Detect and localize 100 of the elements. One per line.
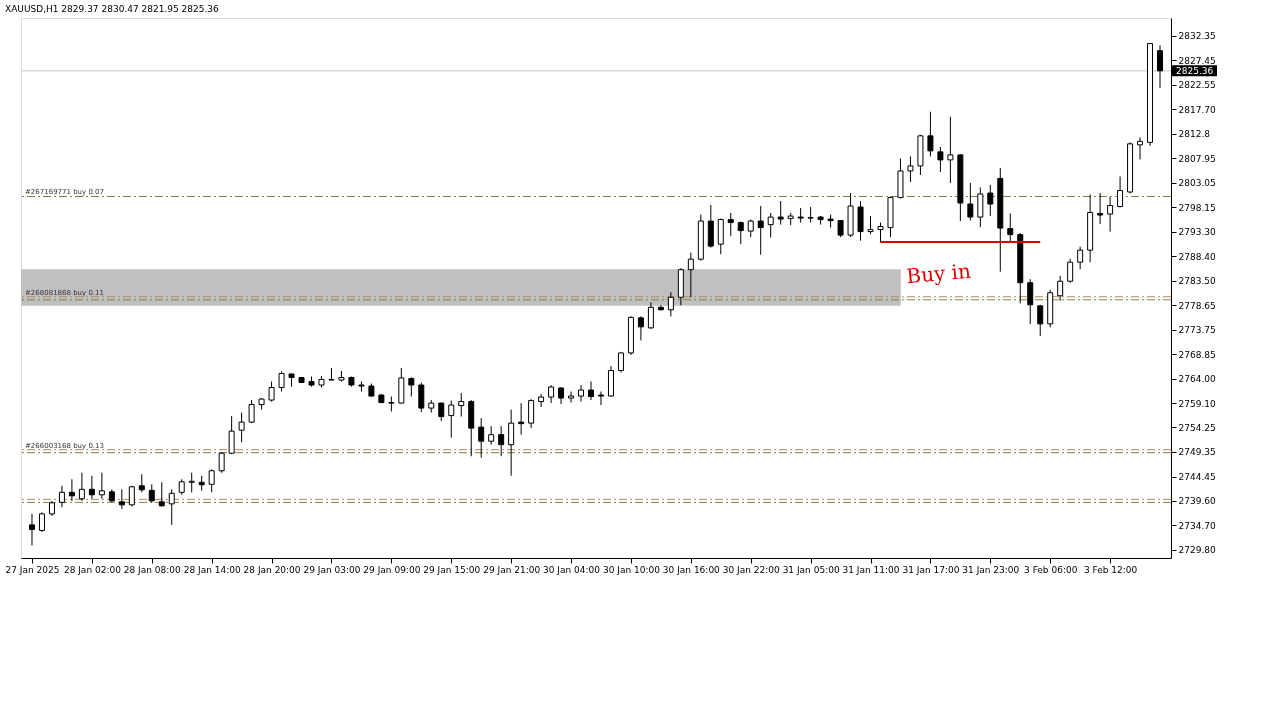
candlestick xyxy=(548,384,555,404)
candlestick xyxy=(458,392,465,418)
y-tick-label: 2754.25 xyxy=(1178,422,1216,433)
x-tick-label: 30 Jan 10:00 xyxy=(602,564,661,575)
x-tick-label: 30 Jan 16:00 xyxy=(662,564,721,575)
x-tick-label: 31 Jan 11:00 xyxy=(842,564,900,575)
y-tick-label: 2817.70 xyxy=(1178,104,1216,115)
candlestick xyxy=(448,400,455,439)
candlestick xyxy=(478,417,485,459)
candlestick xyxy=(597,391,604,406)
candlestick xyxy=(937,146,944,173)
candlestick xyxy=(148,483,155,503)
candlestick xyxy=(1027,278,1034,325)
candlestick xyxy=(588,381,595,401)
candlestick xyxy=(568,391,575,404)
y-tick-label: 2827.45 xyxy=(1178,55,1216,66)
y-tick-label: 2734.70 xyxy=(1178,520,1216,531)
candlestick xyxy=(1077,246,1084,270)
candlestick xyxy=(767,212,774,239)
y-tick-label: 2773.75 xyxy=(1178,325,1216,336)
candlestick xyxy=(1097,192,1104,225)
candlestick xyxy=(1157,44,1164,89)
y-tick-label: 2798.15 xyxy=(1178,202,1216,213)
candlestick xyxy=(528,398,535,429)
candlestick xyxy=(68,478,75,502)
candlestick xyxy=(927,111,934,157)
x-tick-label: 29 Jan 09:00 xyxy=(363,564,421,575)
candlestick xyxy=(1007,213,1014,243)
y-tick-label: 2807.95 xyxy=(1178,153,1216,164)
candlestick xyxy=(1137,136,1144,160)
candlestick xyxy=(518,402,525,436)
ref-line-label: 2825.36 xyxy=(1176,65,1214,76)
candlestick xyxy=(538,393,545,408)
candlestick xyxy=(1057,275,1064,302)
candlestick xyxy=(78,472,85,502)
candlestick xyxy=(58,485,65,508)
candlestick xyxy=(687,252,694,298)
y-tick-label: 2783.50 xyxy=(1178,276,1216,287)
candlestick xyxy=(757,205,764,256)
candlestick xyxy=(418,382,425,413)
y-tick-label: 2822.55 xyxy=(1178,80,1216,91)
candlestick xyxy=(1107,196,1114,233)
candlestick xyxy=(38,511,45,533)
x-tick-label: 28 Jan 02:00 xyxy=(63,564,122,575)
candlestick xyxy=(168,488,175,526)
candlestick xyxy=(268,381,275,403)
candlestick xyxy=(667,291,674,317)
candlestick xyxy=(438,402,445,422)
candlestick xyxy=(28,513,35,546)
candlestick xyxy=(158,481,165,507)
x-tick-label: 31 Jan 17:00 xyxy=(902,564,960,575)
candlestick xyxy=(278,370,285,393)
candlestick xyxy=(578,384,585,403)
y-tick-label: 2812.8 xyxy=(1178,129,1211,140)
y-tick-label: 2793.30 xyxy=(1178,227,1216,238)
candlestick xyxy=(647,301,654,330)
x-tick-label: 28 Jan 14:00 xyxy=(183,564,241,575)
candlestick xyxy=(508,409,515,477)
candlestick xyxy=(138,473,145,493)
candlestick xyxy=(1067,258,1074,284)
x-tick-label: 3 Feb 06:00 xyxy=(1024,564,1078,575)
candlestick xyxy=(637,315,644,341)
candlestick xyxy=(877,222,884,244)
candlestick xyxy=(987,184,994,217)
candlestick xyxy=(977,186,984,228)
candlestick xyxy=(88,475,95,500)
x-tick-label: 31 Jan 05:00 xyxy=(782,564,840,575)
candlestick xyxy=(488,425,495,446)
x-tick-label: 29 Jan 03:00 xyxy=(303,564,361,575)
candlestick xyxy=(408,377,415,398)
y-tick-label: 2788.40 xyxy=(1178,251,1216,262)
candlestick xyxy=(867,215,874,235)
candlestick xyxy=(1117,175,1124,209)
x-tick-label: 29 Jan 21:00 xyxy=(483,564,541,575)
x-tick-label: 28 Jan 08:00 xyxy=(123,564,182,575)
y-tick-label: 2803.05 xyxy=(1178,178,1216,189)
candlestick xyxy=(188,472,195,493)
x-tick-label: 3 Feb 12:00 xyxy=(1083,564,1138,575)
candlestick xyxy=(228,415,235,455)
x-tick-label: 27 Jan 2025 xyxy=(5,564,60,575)
y-tick-label: 2739.60 xyxy=(1178,496,1216,507)
candlestick xyxy=(208,468,215,493)
x-tick-label: 30 Jan 04:00 xyxy=(543,564,601,575)
candlestick xyxy=(967,182,974,222)
y-tick-label: 2759.10 xyxy=(1178,398,1216,409)
x-tick-label: 31 Jan 23:00 xyxy=(962,564,1020,575)
y-tick-label: 2778.65 xyxy=(1178,300,1216,311)
y-tick-label: 2744.45 xyxy=(1178,472,1216,483)
chart-title: XAUUSD,H1 2829.37 2830.47 2821.95 2825.36 xyxy=(5,4,220,14)
candlestick xyxy=(118,488,125,510)
y-tick-label: 2764.00 xyxy=(1178,374,1216,384)
x-tick-label: 29 Jan 15:00 xyxy=(423,564,481,575)
candlestick xyxy=(218,451,225,474)
candlestick xyxy=(498,425,505,457)
y-tick-label: 2768.85 xyxy=(1178,349,1216,360)
x-tick-label: 30 Jan 22:00 xyxy=(722,564,780,575)
annotation: Buy in xyxy=(905,258,972,289)
y-tick-label: 2832.35 xyxy=(1178,31,1216,42)
candlestick xyxy=(727,212,734,237)
y-tick-label: 2749.35 xyxy=(1178,447,1216,458)
